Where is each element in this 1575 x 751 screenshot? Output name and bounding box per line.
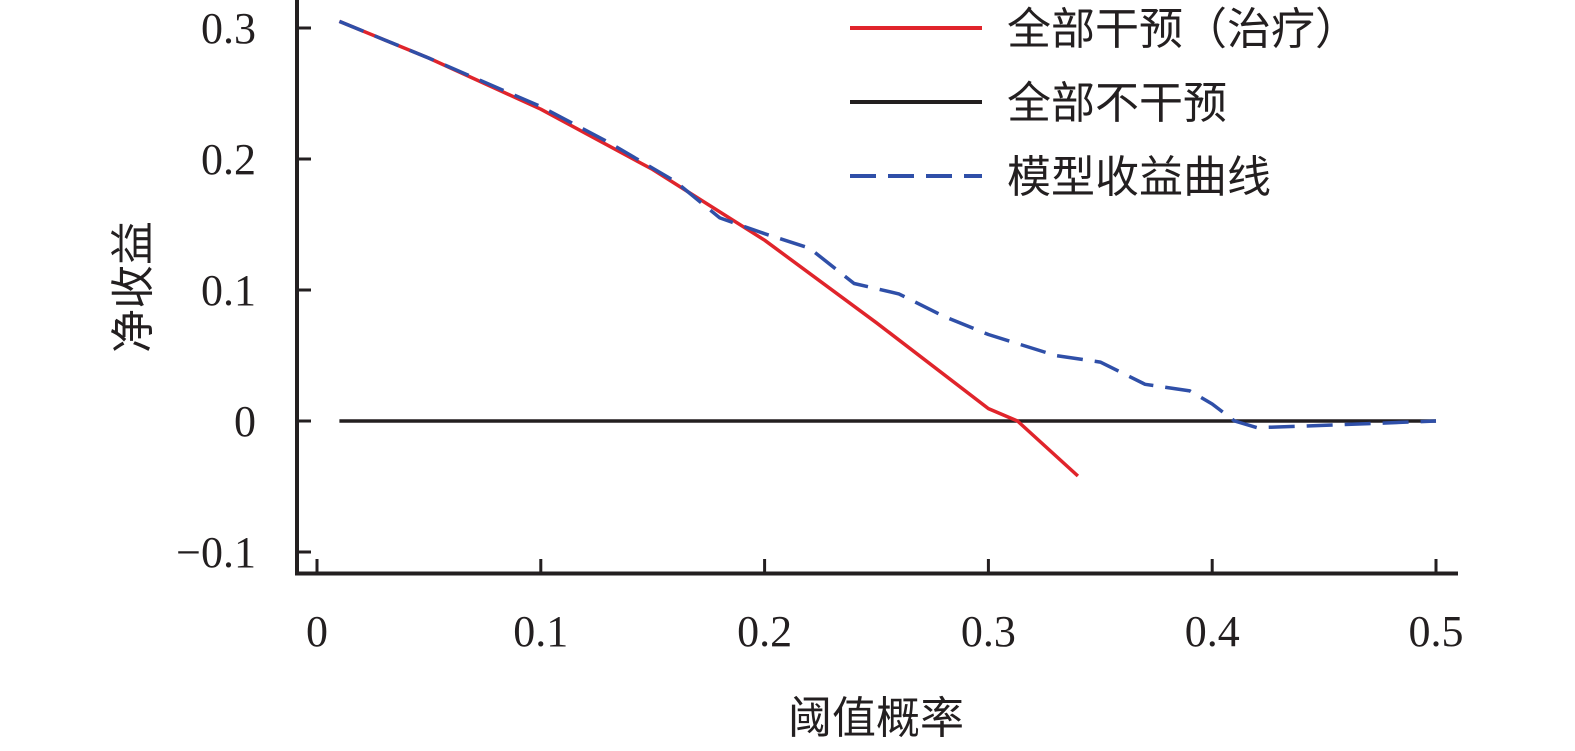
x-tick-label: 0.1 [513, 607, 568, 656]
series-line-0 [338, 19, 1080, 478]
y-tick-label: 0.1 [201, 266, 256, 315]
plot-area [338, 19, 1437, 478]
legend-label: 全部不干预 [1007, 78, 1227, 129]
y-tick-label: 0.2 [201, 135, 256, 184]
legend-label: 全部干预（治疗） [1007, 4, 1359, 55]
legend-label: 模型收益曲线 [1007, 152, 1271, 203]
y-tick-label: −0.1 [176, 528, 256, 577]
y-axis-title: 净收益 [108, 221, 159, 353]
x-tick-label: 0.2 [737, 607, 792, 656]
y-ticks: −0.1 0 0.1 0.2 0.3 [176, 4, 311, 577]
x-axis-title: 阈值概率 [788, 693, 964, 744]
x-tick-label: 0.5 [1409, 607, 1464, 656]
y-tick-label: 0.3 [201, 4, 256, 53]
x-tick-label: 0.4 [1185, 607, 1240, 656]
series-line-2 [338, 19, 1437, 430]
x-tick-label: 0 [306, 607, 328, 656]
x-ticks: 0 0.1 0.2 0.3 0.4 0.5 [306, 559, 1464, 656]
y-tick-label: 0 [234, 397, 256, 446]
axes [295, 0, 1458, 576]
x-tick-label: 0.3 [961, 607, 1016, 656]
